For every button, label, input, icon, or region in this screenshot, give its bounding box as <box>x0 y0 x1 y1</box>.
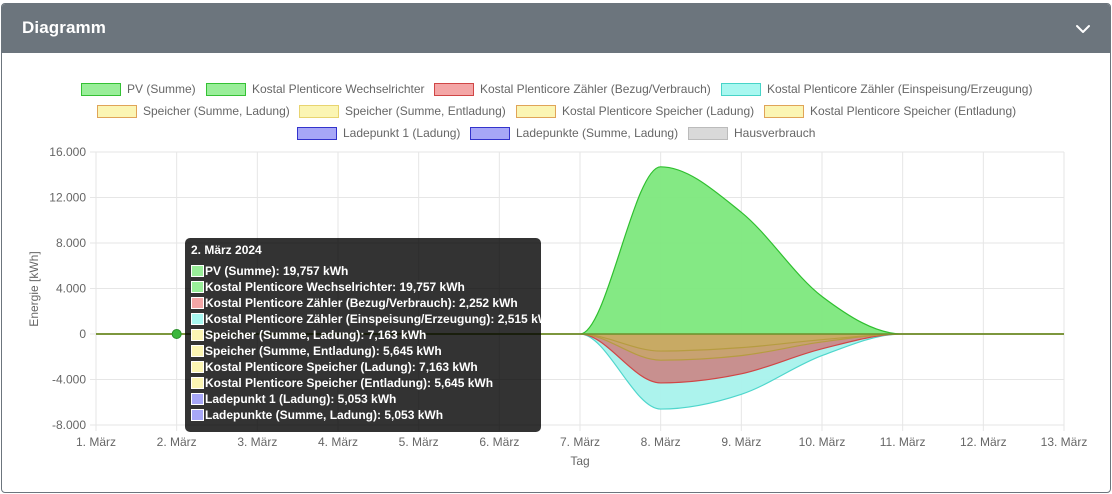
tooltip-swatch <box>191 313 204 325</box>
legend-swatch <box>688 127 728 140</box>
y-tick-label: -8.000 <box>52 418 86 432</box>
tooltip-text: Ladepunkt 1 (Ladung): 5,053 kWh <box>205 392 397 406</box>
chart-plot[interactable]: 16.000 12.000 8.000 4.000 0 -4.000 -8.000 1. Mä… <box>2 4 1111 493</box>
tooltip-text: Kostal Plenticore Speicher (Ladung): 7,1… <box>205 360 478 374</box>
y-tick-label: -4.000 <box>52 373 86 387</box>
x-tick-label: 2. März <box>157 435 197 449</box>
legend-label: Kostal Plenticore Zähler (Einspeisung/Er… <box>767 82 1033 96</box>
y-tick-label: 4.000 <box>56 282 86 296</box>
legend-label: Ladepunkt 1 (Ladung) <box>343 126 461 140</box>
x-tick-label: 4. März <box>318 435 358 449</box>
chart-tooltip: 2. März 2024 PV (Summe): 19,757 kWh Kost… <box>185 238 556 432</box>
tooltip-swatch <box>191 393 204 405</box>
legend-swatch <box>470 127 510 140</box>
tooltip-text: Ladepunkte (Summe, Ladung): 5,053 kWh <box>205 408 444 422</box>
legend-label: Speicher (Summe, Ladung) <box>143 104 290 118</box>
legend-label: Kostal Plenticore Speicher (Entladung) <box>810 104 1017 118</box>
x-tick-label: 5. März <box>399 435 439 449</box>
x-tick-label: 7. März <box>560 435 600 449</box>
legend-label: Ladepunkte (Summe, Ladung) <box>516 126 679 140</box>
legend-swatch <box>721 83 761 96</box>
x-tick-label: 8. März <box>641 435 681 449</box>
panel-header[interactable]: Diagramm <box>2 4 1110 53</box>
tooltip-swatch <box>191 377 204 389</box>
legend-swatch <box>299 105 339 118</box>
panel-title: Diagramm <box>22 18 106 37</box>
tooltip-swatch <box>191 265 204 277</box>
tooltip-text: Kostal Plenticore Zähler (Einspeisung/Er… <box>205 312 557 326</box>
legend-label: Kostal Plenticore Zähler (Bezug/Verbrauc… <box>480 82 711 96</box>
tooltip-swatch <box>191 297 204 309</box>
y-tick-label: 12.000 <box>49 191 86 205</box>
legend-swatch <box>434 83 474 96</box>
legend-label: Speicher (Summe, Entladung) <box>345 104 506 118</box>
legend-swatch <box>81 83 121 96</box>
tooltip-swatch <box>191 281 204 293</box>
x-tick-label: 12. März <box>960 435 1007 449</box>
x-tick-label: 13. März <box>1041 435 1088 449</box>
area-speicher-ladung <box>96 334 1064 361</box>
tooltip-text: Speicher (Summe, Entladung): 5,645 kWh <box>205 344 442 358</box>
tooltip-text: Kostal Plenticore Wechselrichter: 19,757… <box>205 280 465 294</box>
tooltip-swatch <box>191 361 204 373</box>
x-tick-label: 3. März <box>237 435 277 449</box>
x-tick-label: 6. März <box>479 435 519 449</box>
legend-swatch <box>764 105 804 118</box>
area-speicher-entladung <box>96 334 1064 352</box>
y-tick-label: 0 <box>79 327 86 341</box>
tooltip-swatch <box>191 345 204 357</box>
chevron-down-icon[interactable] <box>1072 18 1094 40</box>
legend-swatch <box>297 127 337 140</box>
area-zaehler-einspeisung <box>96 334 1064 410</box>
x-tick-label: 9. März <box>721 435 761 449</box>
y-axis-title: Energie [kWh] <box>27 251 41 326</box>
legend-label: PV (Summe) <box>127 82 196 96</box>
tooltip-title: 2. März 2024 <box>191 243 262 257</box>
tooltip-swatch <box>191 329 204 341</box>
x-tick-label: 1. März <box>76 435 116 449</box>
tooltip-text: Speicher (Summe, Ladung): 7,163 kWh <box>205 328 427 342</box>
area-zaehler-bezug <box>96 334 1064 383</box>
legend-swatch <box>206 83 246 96</box>
legend-swatch <box>516 105 556 118</box>
legend-label: Hausverbrauch <box>734 126 816 140</box>
tooltip-text: PV (Summe): 19,757 kWh <box>205 264 349 278</box>
legend-label: Kostal Plenticore Speicher (Ladung) <box>562 104 755 118</box>
legend-label: Kostal Plenticore Wechselrichter <box>252 82 425 96</box>
y-tick-label: 16.000 <box>49 145 86 159</box>
tooltip-swatch <box>191 409 204 421</box>
chart-panel: Diagramm PV (Summe) Kostal Plenticore We… <box>1 3 1111 493</box>
x-axis-title: Tag <box>570 454 589 468</box>
tooltip-text: Kostal Plenticore Speicher (Entladung): … <box>205 376 494 390</box>
x-tick-label: 10. März <box>799 435 846 449</box>
legend-swatch <box>97 105 137 118</box>
tooltip-text: Kostal Plenticore Zähler (Bezug/Verbrauc… <box>205 296 518 310</box>
y-tick-label: 8.000 <box>56 236 86 250</box>
x-tick-label: 11. März <box>880 435 926 449</box>
highlight-point[interactable] <box>171 329 182 339</box>
